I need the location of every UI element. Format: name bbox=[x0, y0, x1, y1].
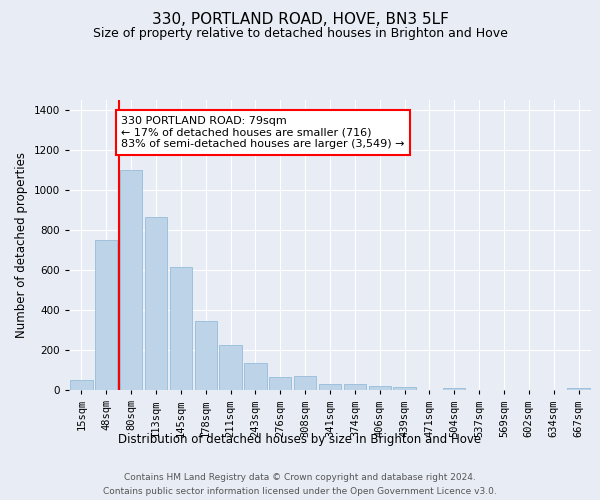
Bar bbox=[194, 321, 217, 390]
Bar bbox=[120, 170, 142, 390]
Bar bbox=[319, 384, 341, 390]
Text: Contains public sector information licensed under the Open Government Licence v3: Contains public sector information licen… bbox=[103, 488, 497, 496]
Bar bbox=[95, 240, 118, 390]
Bar bbox=[294, 376, 316, 390]
Bar bbox=[70, 380, 92, 390]
Bar bbox=[394, 387, 416, 390]
Bar bbox=[244, 363, 266, 390]
Bar bbox=[145, 217, 167, 390]
Bar bbox=[443, 388, 466, 390]
Bar bbox=[269, 377, 292, 390]
Text: Size of property relative to detached houses in Brighton and Hove: Size of property relative to detached ho… bbox=[92, 28, 508, 40]
Bar bbox=[170, 267, 192, 390]
Text: 330, PORTLAND ROAD, HOVE, BN3 5LF: 330, PORTLAND ROAD, HOVE, BN3 5LF bbox=[152, 12, 448, 28]
Bar bbox=[220, 345, 242, 390]
Text: Distribution of detached houses by size in Brighton and Hove: Distribution of detached houses by size … bbox=[118, 432, 482, 446]
Bar bbox=[568, 388, 590, 390]
Y-axis label: Number of detached properties: Number of detached properties bbox=[15, 152, 28, 338]
Bar bbox=[368, 386, 391, 390]
Text: 330 PORTLAND ROAD: 79sqm
← 17% of detached houses are smaller (716)
83% of semi-: 330 PORTLAND ROAD: 79sqm ← 17% of detach… bbox=[121, 116, 404, 149]
Bar bbox=[344, 384, 366, 390]
Text: Contains HM Land Registry data © Crown copyright and database right 2024.: Contains HM Land Registry data © Crown c… bbox=[124, 472, 476, 482]
